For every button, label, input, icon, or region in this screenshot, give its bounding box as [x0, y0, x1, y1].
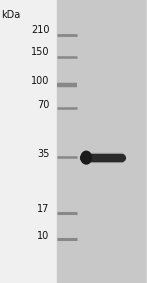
Bar: [147, 0, 150, 283]
Bar: [0, 0, 57, 283]
Text: 35: 35: [37, 149, 50, 159]
Text: 100: 100: [31, 76, 50, 86]
Bar: [57, 0, 147, 283]
Text: 150: 150: [31, 47, 50, 57]
Text: 210: 210: [31, 25, 50, 35]
Text: kDa: kDa: [2, 10, 21, 20]
Text: 10: 10: [37, 231, 50, 241]
Text: 70: 70: [37, 100, 50, 110]
Text: 17: 17: [37, 204, 50, 215]
Ellipse shape: [81, 151, 92, 164]
